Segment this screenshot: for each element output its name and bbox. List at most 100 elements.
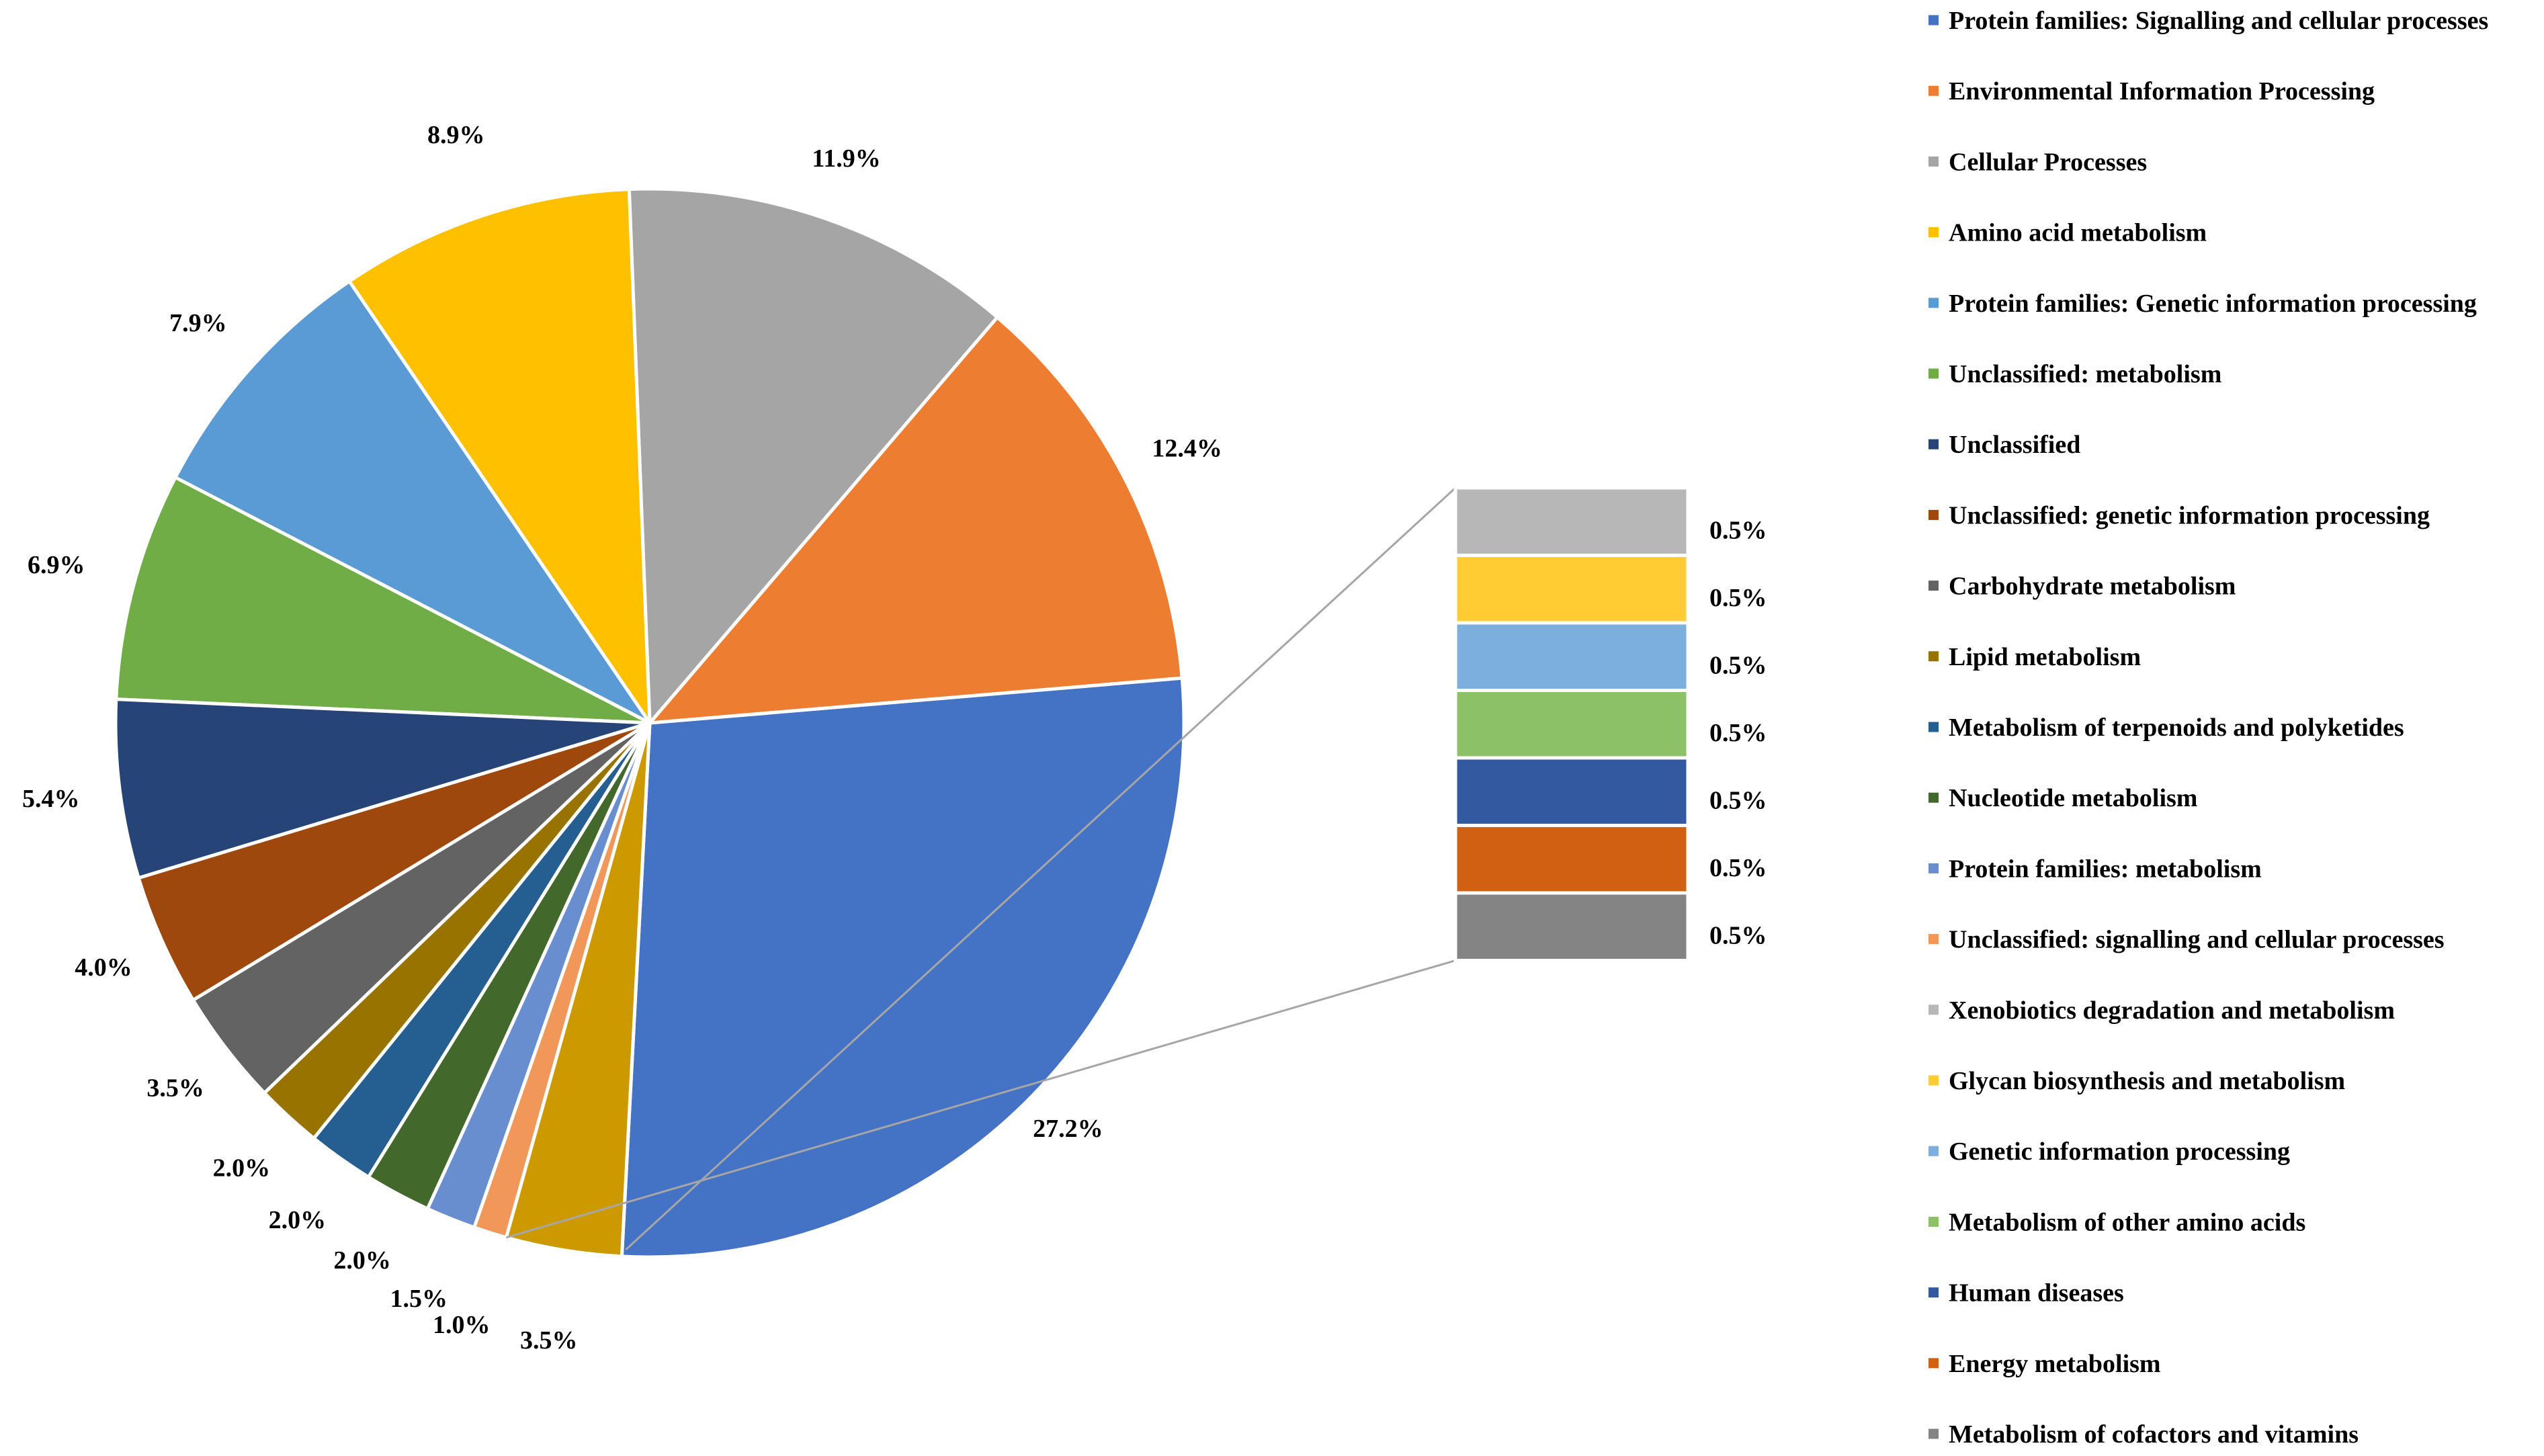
- pie-label-unclassified-signalling-and-cellular-processes: 1.0%: [433, 1311, 491, 1339]
- pie: [114, 187, 1186, 1259]
- bar-label-xenobiotics-degradation-and-metabolism: 0.5%: [1709, 516, 1767, 544]
- legend-swatch: [1928, 439, 1939, 449]
- pie-label-protein-families-metabolism: 1.5%: [390, 1285, 448, 1313]
- legend-label: Genetic information processing: [1949, 1138, 2290, 1166]
- legend-swatch: [1928, 1287, 1939, 1298]
- bar-segment-energy-metabolism: [1453, 824, 1690, 895]
- bar-label-human-diseases: 0.5%: [1709, 786, 1767, 814]
- legend-swatch: [1928, 1075, 1939, 1086]
- legend-label: Environmental Information Processing: [1949, 77, 2375, 105]
- legend-label: Unclassified: signalling and cellular pr…: [1949, 926, 2445, 954]
- bar-segment-human-diseases: [1453, 756, 1690, 827]
- legend-label: Unclassified: metabolism: [1949, 360, 2221, 388]
- legend-swatch: [1928, 509, 1939, 520]
- legend-item-xenobiotics-degradation-and-metabolism: Xenobiotics degradation and metabolism: [1928, 996, 2395, 1025]
- legend-label: Carbohydrate metabolism: [1949, 572, 2236, 601]
- legend-item-metabolism-of-terpenoids-and-polyketides: Metabolism of terpenoids and polyketides: [1928, 714, 2404, 742]
- legend-swatch: [1928, 581, 1939, 591]
- bar-segment-metabolism-of-cofactors-and-vitamins: [1453, 891, 1690, 962]
- pie-label-unclassified: 5.4%: [22, 785, 80, 813]
- legend-item-amino-acid-metabolism: Amino acid metabolism: [1928, 219, 2207, 247]
- pie-slice-unclassified: [114, 697, 652, 880]
- pie-slice-unclassified-genetic-information-processing: [136, 721, 652, 1002]
- connector-line-bottom: [505, 959, 1456, 1239]
- legend-label: Cellular Processes: [1949, 148, 2147, 176]
- legend-label: Protein families: Signalling and cellula…: [1949, 7, 2488, 35]
- pie-slice-protein-families-signalling-and-cellular-processes: [620, 676, 1186, 1259]
- legend-item-human-diseases: Human diseases: [1928, 1279, 2124, 1308]
- legend-item-metabolism-of-other-amino-acids: Metabolism of other amino acids: [1928, 1208, 2305, 1236]
- bar-labels: 0.5% 0.5% 0.5% 0.5% 0.5% 0.5% 0.5%: [1709, 516, 1767, 949]
- legend-swatch: [1928, 227, 1939, 238]
- legend-label: Unclassified: genetic information proces…: [1949, 501, 2430, 529]
- legend-label: Protein families: metabolism: [1949, 855, 2262, 883]
- legend-swatch: [1928, 934, 1939, 945]
- legend-item-genetic-information-processing: Genetic information processing: [1928, 1138, 2290, 1166]
- legend-label: Amino acid metabolism: [1949, 219, 2207, 247]
- bar-segment-metabolism-of-other-amino-acids: [1453, 689, 1690, 760]
- legend-item-carbohydrate-metabolism: Carbohydrate metabolism: [1928, 572, 2236, 601]
- legend-item-glycan-biosynthesis-and-metabolism: Glycan biosynthesis and metabolism: [1928, 1067, 2345, 1095]
- legend-swatch: [1928, 1004, 1939, 1015]
- legend-label: Unclassified: [1949, 431, 2080, 459]
- legend-label: Glycan biosynthesis and metabolism: [1949, 1067, 2345, 1095]
- legend-label: Metabolism of terpenoids and polyketides: [1949, 714, 2404, 742]
- legend-label: Metabolism of other amino acids: [1949, 1208, 2305, 1236]
- connector-lines: [505, 486, 1457, 1251]
- legend-swatch: [1928, 368, 1939, 379]
- legend-label: Lipid metabolism: [1949, 643, 2141, 671]
- bar-segment-genetic-information-processing: [1453, 621, 1690, 692]
- legend-swatch: [1928, 298, 1939, 308]
- legend-item-unclassified-genetic-information-processing: Unclassified: genetic information proces…: [1928, 501, 2430, 529]
- legend-item-protein-families-metabolism: Protein families: metabolism: [1928, 855, 2262, 883]
- pie-label-carbohydrate-metabolism: 3.5%: [146, 1074, 204, 1103]
- legend-swatch: [1928, 85, 1939, 96]
- legend-item-lipid-metabolism: Lipid metabolism: [1928, 643, 2141, 671]
- legend-swatch: [1928, 863, 1939, 873]
- legend-item-cellular-processes: Cellular Processes: [1928, 148, 2147, 176]
- pie-labels: 27.2% 12.4% 11.9% 8.9% 7.9% 6.9% 5.4% 4.0% 3.5% 2…: [22, 121, 1222, 1355]
- pie-label-lipid-metabolism: 2.0%: [213, 1154, 271, 1183]
- pie-label-environmental-information-processing: 12.4%: [1152, 435, 1222, 463]
- legend-item-unclassified: Unclassified: [1928, 431, 2080, 459]
- pie-label-cellular-processes: 11.9%: [812, 144, 880, 173]
- legend-item-environmental-information-processing: Environmental Information Processing: [1928, 77, 2375, 105]
- bar-segment-xenobiotics-degradation-and-metabolism: [1453, 486, 1690, 557]
- legend-item-unclassified-signalling-and-cellular-processes: Unclassified: signalling and cellular pr…: [1928, 926, 2445, 954]
- legend-swatch: [1928, 15, 1939, 26]
- pie-label-protein-families-genetic-information-processing: 7.9%: [169, 309, 227, 337]
- legend-item-protein-families-signalling-and-cellular-processes: Protein families: Signalling and cellula…: [1928, 7, 2488, 35]
- pie-label-unclassified-genetic-information-processing: 4.0%: [75, 953, 132, 982]
- pie-slice-unclassified-metabolism: [114, 476, 652, 725]
- legend-label: Human diseases: [1949, 1279, 2124, 1308]
- connector-line-top: [625, 486, 1457, 1251]
- legend-label: Metabolism of cofactors and vitamins: [1949, 1420, 2359, 1449]
- legend-swatch: [1928, 722, 1939, 732]
- legend-label: Nucleotide metabolism: [1949, 784, 2197, 812]
- bar-label-genetic-information-processing: 0.5%: [1709, 651, 1767, 679]
- bar-label-energy-metabolism: 0.5%: [1709, 854, 1767, 882]
- bar-label-metabolism-of-other-amino-acids: 0.5%: [1709, 719, 1767, 747]
- legend-item-energy-metabolism: Energy metabolism: [1928, 1350, 2161, 1378]
- pie-label-protein-families-signalling-and-cellular-processes: 27.2%: [1033, 1115, 1103, 1143]
- legend-swatch: [1928, 792, 1939, 803]
- legend-item-metabolism-of-cofactors-and-vitamins: Metabolism of cofactors and vitamins: [1928, 1420, 2359, 1449]
- legend-swatch: [1928, 651, 1939, 662]
- legend-item-unclassified-metabolism: Unclassified: metabolism: [1928, 360, 2221, 388]
- pie-slice-amino-acid-metabolism: [347, 187, 652, 725]
- stacked-bar: [1453, 486, 1690, 962]
- legend-swatch: [1928, 1428, 1939, 1439]
- legend: Protein families: Signalling and cellula…: [1928, 7, 2488, 1449]
- pie-label-unclassified-metabolism: 6.9%: [28, 551, 85, 579]
- pie-label-other: 3.5%: [520, 1326, 578, 1355]
- legend-label: Protein families: Genetic information pr…: [1949, 290, 2477, 318]
- legend-label: Energy metabolism: [1949, 1350, 2161, 1378]
- legend-item-nucleotide-metabolism: Nucleotide metabolism: [1928, 784, 2197, 812]
- pie-slice-environmental-information-processing: [648, 315, 1184, 725]
- legend-item-protein-families-genetic-information-processing: Protein families: Genetic information pr…: [1928, 290, 2477, 318]
- legend-swatch: [1928, 1146, 1939, 1156]
- bar-segment-glycan-biosynthesis-and-metabolism: [1453, 554, 1690, 625]
- legend-swatch: [1928, 1358, 1939, 1369]
